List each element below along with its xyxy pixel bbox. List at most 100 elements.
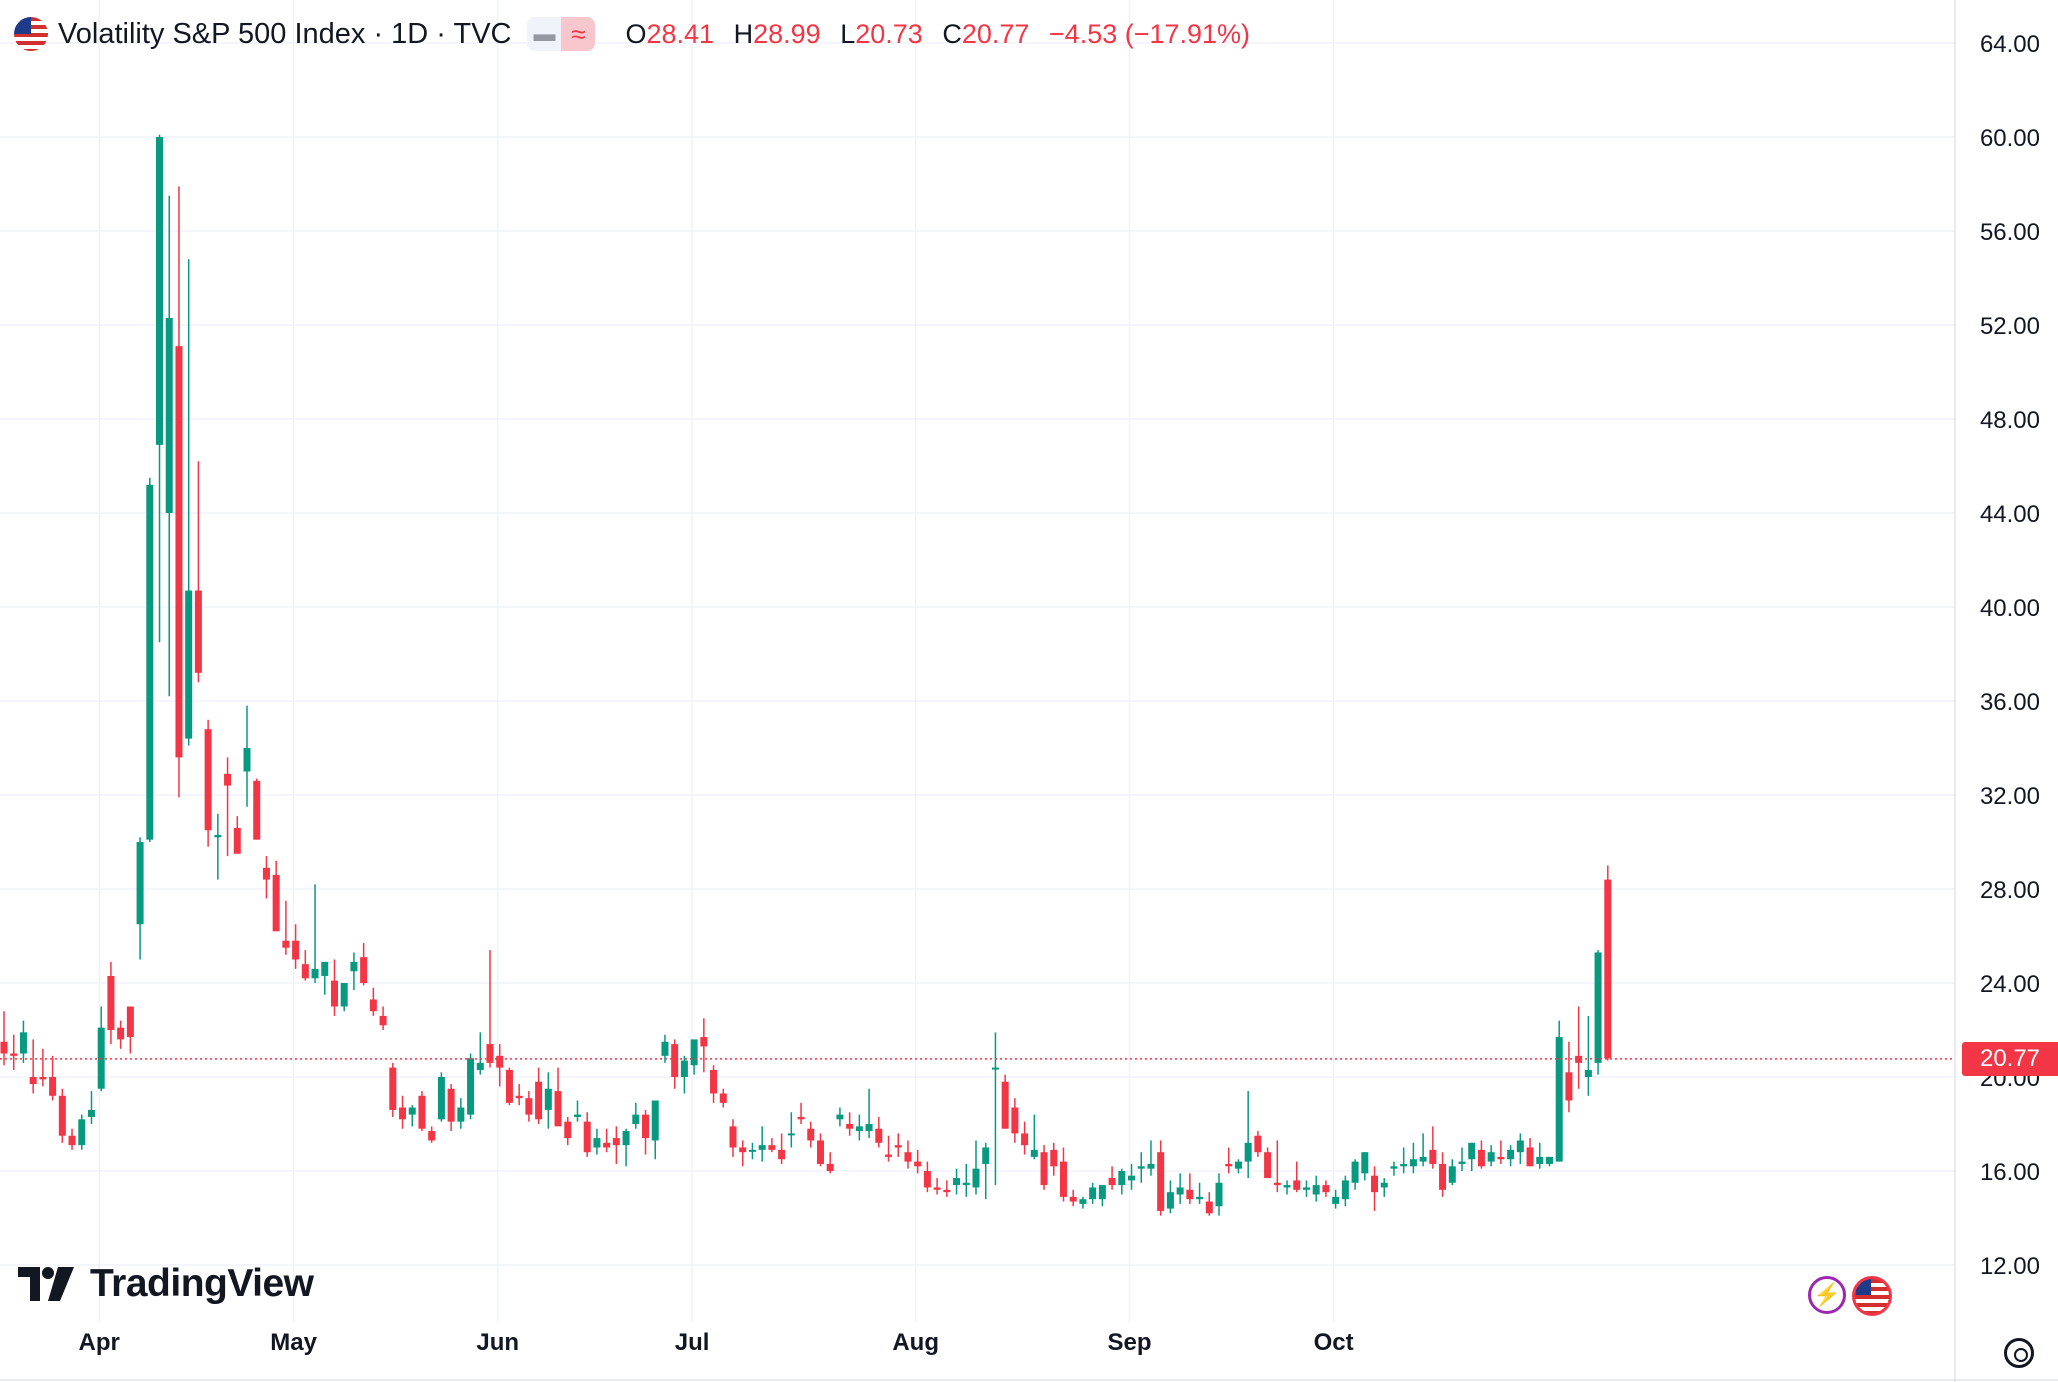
gear-icon[interactable] [2004, 1338, 2034, 1368]
candle[interactable] [826, 1152, 834, 1174]
candle[interactable] [311, 884, 319, 983]
wave-icon[interactable]: ≈ [561, 17, 596, 51]
tradingview-logo[interactable]: TradingView [18, 1262, 314, 1306]
candle[interactable] [690, 1039, 698, 1075]
candle[interactable] [175, 186, 183, 798]
candle[interactable] [1497, 1140, 1505, 1164]
candle[interactable] [204, 719, 212, 847]
candle[interactable] [467, 1053, 475, 1120]
candle[interactable] [875, 1116, 883, 1148]
candle[interactable] [437, 1072, 445, 1122]
candle[interactable] [885, 1135, 893, 1162]
candle[interactable] [1584, 1015, 1592, 1096]
candle[interactable] [778, 1133, 786, 1164]
candle[interactable] [1040, 1145, 1048, 1190]
candle[interactable] [768, 1138, 776, 1153]
candle[interactable] [1312, 1175, 1320, 1202]
candle[interactable] [360, 943, 368, 986]
candle[interactable] [233, 816, 241, 854]
candle[interactable] [1186, 1173, 1194, 1204]
candle[interactable] [1147, 1140, 1155, 1176]
candle[interactable] [29, 1039, 37, 1094]
candle[interactable] [1487, 1145, 1495, 1167]
candle[interactable] [982, 1142, 990, 1200]
candle[interactable] [1166, 1180, 1174, 1214]
candle[interactable] [350, 952, 358, 991]
candle[interactable] [1594, 950, 1602, 1075]
candle[interactable] [1205, 1192, 1213, 1216]
candle[interactable] [612, 1126, 620, 1164]
candle[interactable] [301, 950, 309, 981]
candle[interactable] [1273, 1140, 1281, 1193]
candle[interactable] [1565, 1041, 1573, 1113]
candle[interactable] [836, 1107, 844, 1127]
candle[interactable] [719, 1088, 727, 1108]
candle[interactable] [58, 1088, 66, 1143]
candle[interactable] [904, 1140, 912, 1169]
candle[interactable] [1089, 1182, 1097, 1204]
candle[interactable] [1604, 865, 1612, 1061]
candle[interactable] [214, 813, 222, 880]
candle[interactable] [117, 1020, 125, 1049]
candle[interactable] [262, 856, 270, 899]
candle[interactable] [807, 1121, 815, 1148]
candle[interactable] [49, 1055, 57, 1101]
candle[interactable] [126, 1006, 134, 1054]
candle[interactable] [797, 1102, 805, 1124]
candle[interactable] [321, 961, 329, 995]
candle[interactable] [991, 1032, 999, 1186]
candle[interactable] [39, 1048, 47, 1087]
candle[interactable] [340, 983, 348, 1012]
candle[interactable] [603, 1128, 611, 1153]
candle[interactable] [933, 1178, 941, 1195]
candle[interactable] [564, 1116, 572, 1146]
candle[interactable] [10, 1034, 18, 1070]
candle[interactable] [554, 1067, 562, 1127]
candle[interactable] [632, 1102, 640, 1129]
candle[interactable] [457, 1098, 465, 1129]
candle[interactable] [1371, 1166, 1379, 1211]
candle[interactable] [1516, 1133, 1524, 1164]
candle[interactable] [1448, 1159, 1456, 1186]
candle[interactable] [671, 1039, 679, 1089]
candle[interactable] [1439, 1152, 1447, 1197]
candle[interactable] [87, 1091, 95, 1124]
candle[interactable] [1526, 1138, 1534, 1167]
candle[interactable] [1545, 1156, 1553, 1167]
candle[interactable] [282, 900, 290, 955]
candle[interactable] [1264, 1147, 1272, 1179]
candle[interactable] [19, 1020, 27, 1063]
candle[interactable] [1361, 1152, 1369, 1181]
candle[interactable] [710, 1065, 718, 1103]
candle[interactable] [1118, 1168, 1126, 1195]
candle[interactable] [1400, 1147, 1408, 1174]
candle[interactable] [972, 1140, 980, 1195]
candle[interactable] [1458, 1147, 1466, 1172]
candle[interactable] [505, 1067, 513, 1106]
lightning-icon[interactable]: ⚡ [1808, 1276, 1846, 1314]
candle[interactable] [816, 1133, 824, 1167]
candle[interactable] [1429, 1126, 1437, 1169]
candle[interactable] [0, 1011, 8, 1066]
candle[interactable] [194, 461, 202, 683]
candle[interactable] [1302, 1180, 1310, 1197]
candle[interactable] [593, 1128, 601, 1155]
candle[interactable] [758, 1126, 766, 1162]
candle[interactable] [1555, 1020, 1563, 1162]
candle[interactable] [583, 1112, 591, 1157]
candle[interactable] [165, 195, 173, 697]
candle[interactable] [272, 860, 280, 932]
candle[interactable] [399, 1095, 407, 1129]
candle[interactable] [146, 477, 154, 842]
candle[interactable] [1293, 1161, 1301, 1193]
candle[interactable] [1128, 1163, 1136, 1190]
candle[interactable] [447, 1084, 455, 1132]
candle[interactable] [496, 1044, 504, 1087]
candle[interactable] [292, 924, 300, 969]
candle[interactable] [1283, 1180, 1291, 1195]
candle[interactable] [894, 1133, 902, 1157]
candle[interactable] [224, 757, 232, 857]
candle[interactable] [1234, 1159, 1242, 1174]
candle[interactable] [1021, 1121, 1029, 1155]
